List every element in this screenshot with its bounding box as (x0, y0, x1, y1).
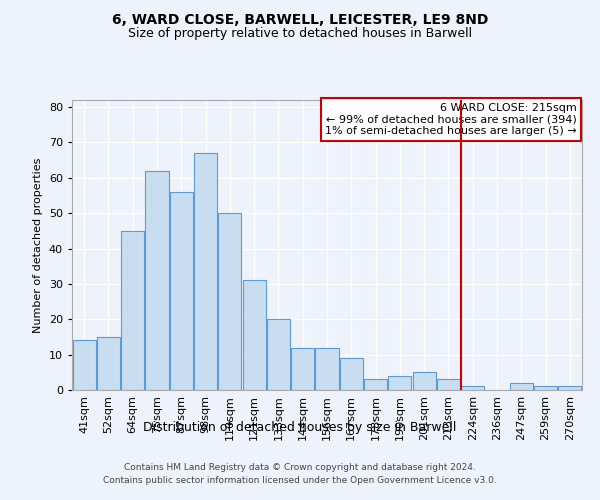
Text: 6 WARD CLOSE: 215sqm
← 99% of detached houses are smaller (394)
1% of semi-detac: 6 WARD CLOSE: 215sqm ← 99% of detached h… (325, 103, 577, 136)
Bar (194, 153, 217, 390)
Bar (559, 386, 581, 390)
Text: 6, WARD CLOSE, BARWELL, LEICESTER, LE9 8ND: 6, WARD CLOSE, BARWELL, LEICESTER, LE9 8… (112, 12, 488, 26)
Y-axis label: Number of detached properties: Number of detached properties (33, 158, 43, 332)
Bar (73, 340, 95, 390)
Bar (242, 280, 266, 390)
Text: Distribution of detached houses by size in Barwell: Distribution of detached houses by size … (143, 421, 457, 434)
Bar (145, 170, 169, 390)
Bar (340, 358, 363, 390)
Bar (364, 380, 387, 390)
Bar (437, 380, 460, 390)
Bar (218, 213, 241, 390)
Bar (121, 231, 144, 390)
Text: Size of property relative to detached houses in Barwell: Size of property relative to detached ho… (128, 28, 472, 40)
Bar (316, 348, 338, 390)
Bar (510, 383, 533, 390)
Bar (461, 386, 484, 390)
Bar (388, 376, 412, 390)
Bar (267, 320, 290, 390)
Bar (97, 337, 120, 390)
Bar (170, 192, 193, 390)
Bar (413, 372, 436, 390)
Bar (291, 348, 314, 390)
Text: Contains HM Land Registry data © Crown copyright and database right 2024.: Contains HM Land Registry data © Crown c… (124, 464, 476, 472)
Bar (534, 386, 557, 390)
Text: Contains public sector information licensed under the Open Government Licence v3: Contains public sector information licen… (103, 476, 497, 485)
